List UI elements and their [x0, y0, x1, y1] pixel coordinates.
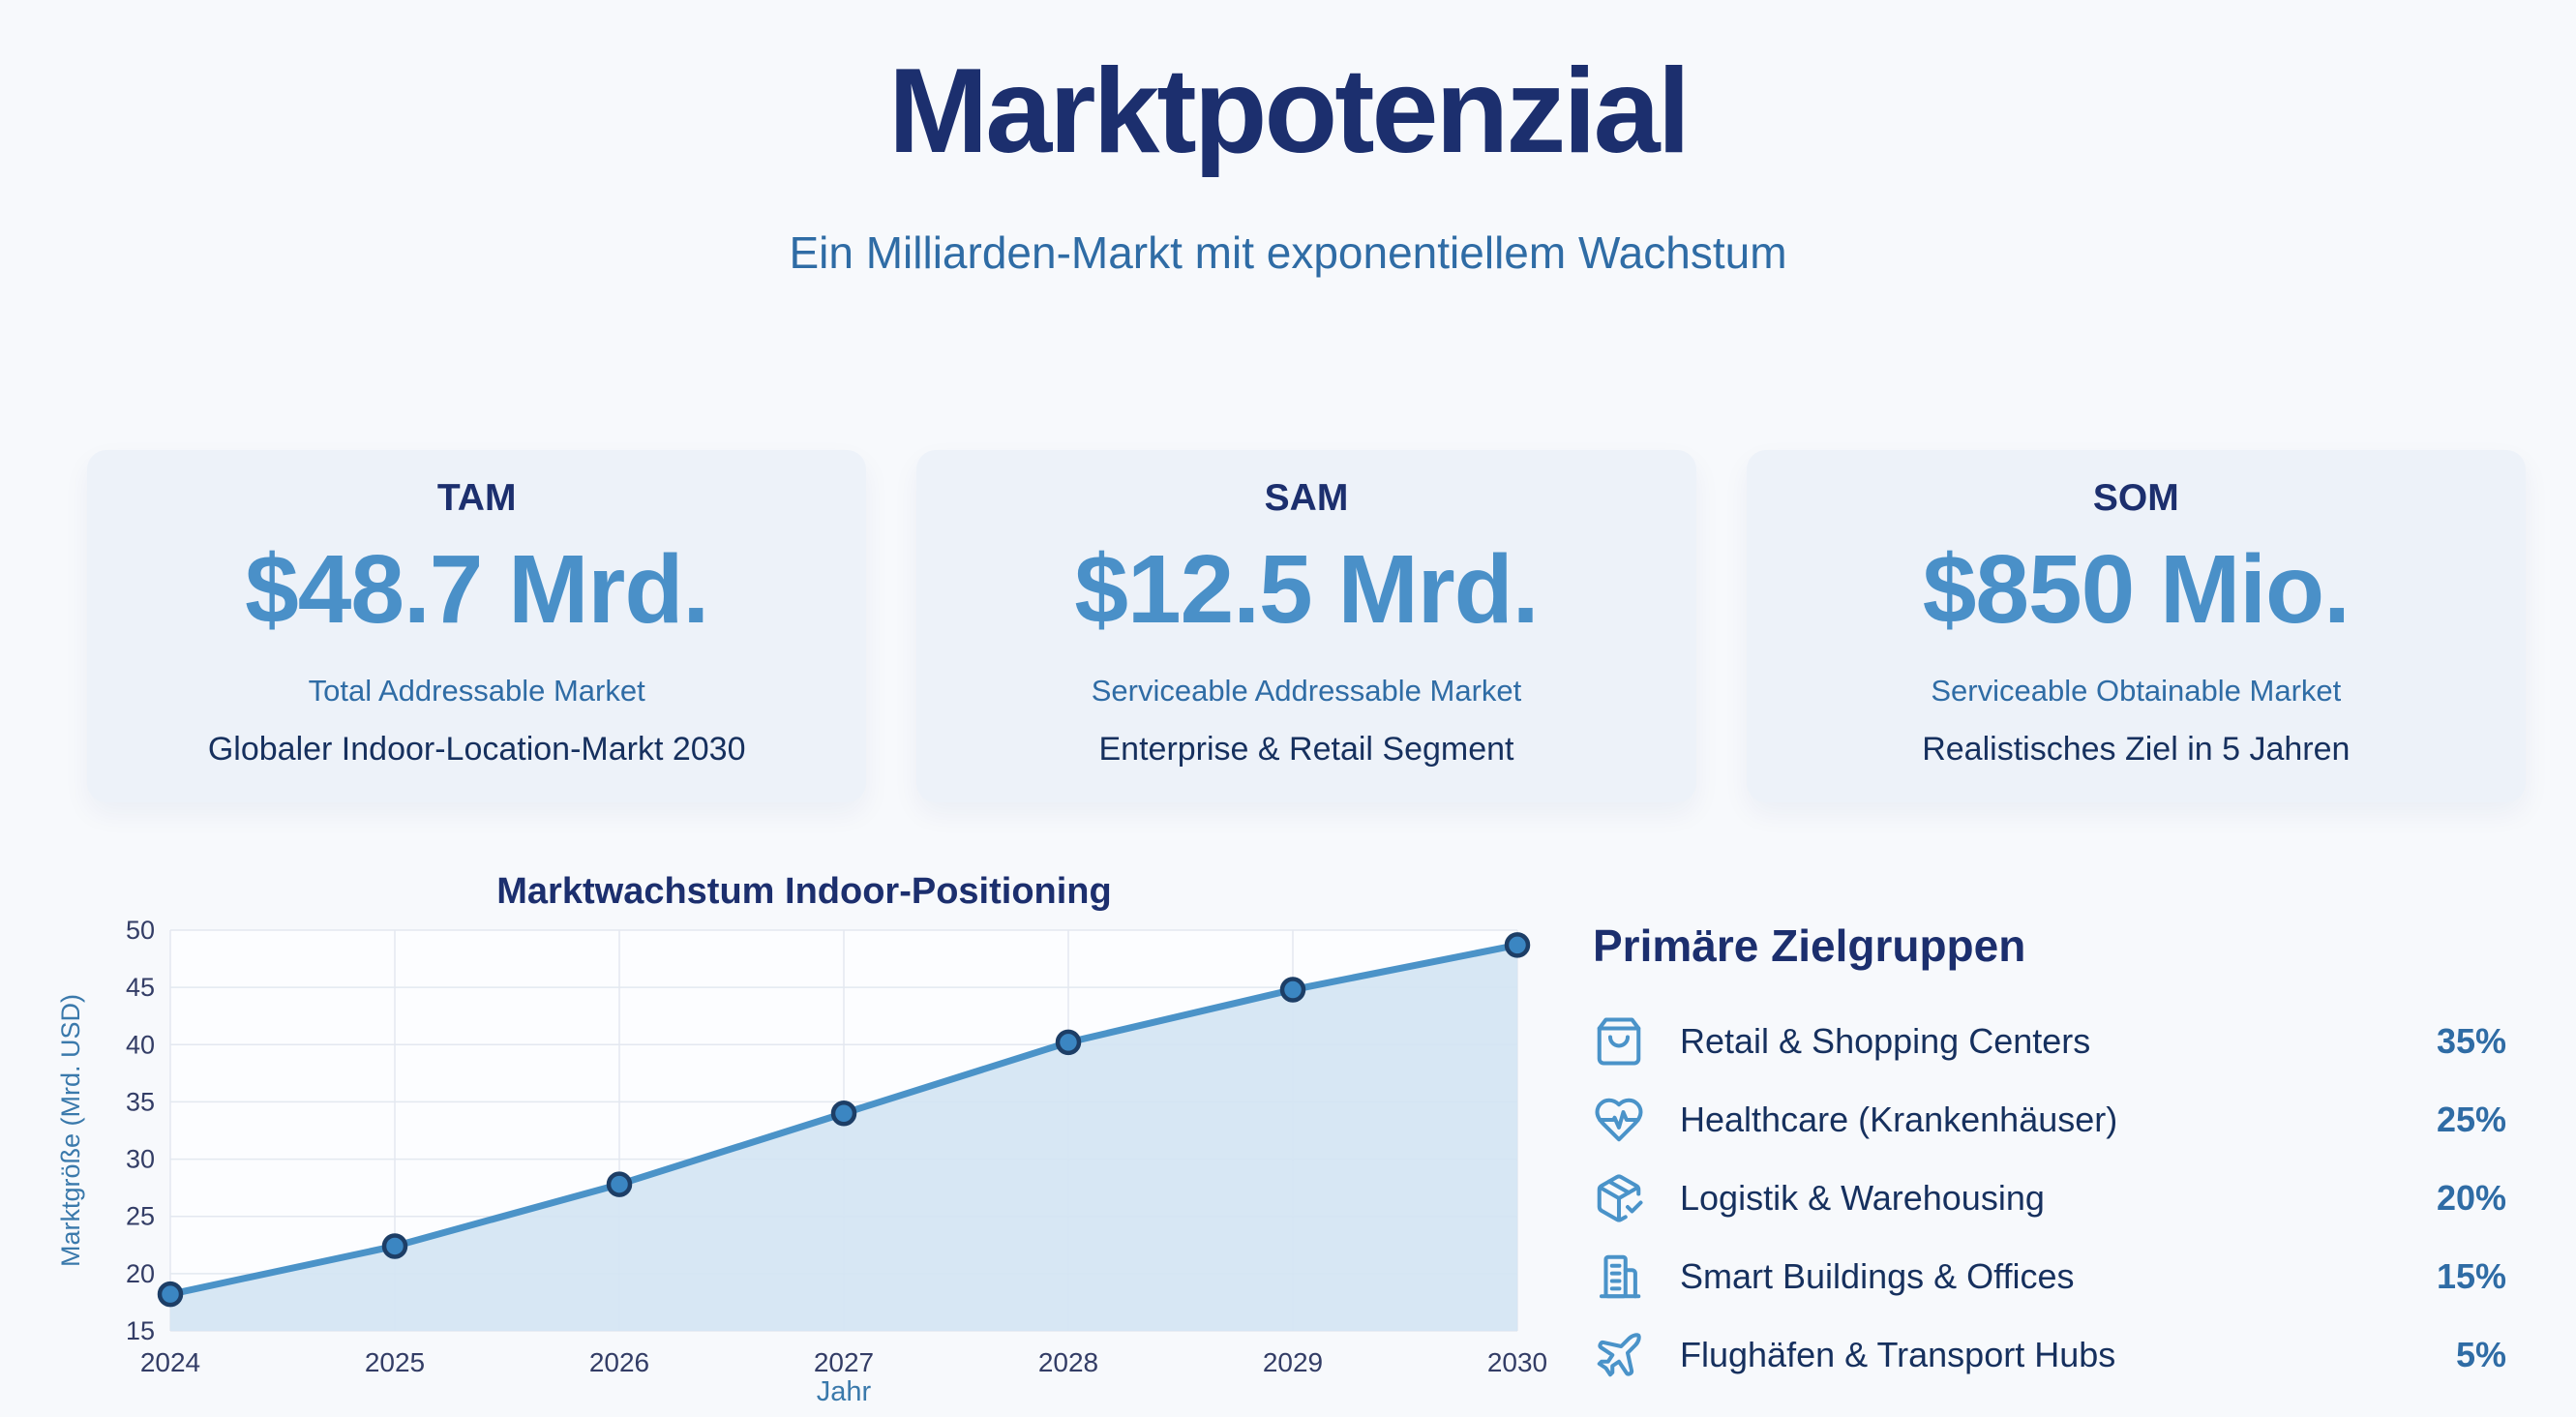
- target-group-label: Smart Buildings & Offices: [1680, 1255, 2075, 1296]
- data-point: [381, 1232, 408, 1259]
- card-description: Globaler Indoor-Location-Markt 2030: [207, 730, 746, 768]
- card-value: $12.5 Mrd.: [1074, 534, 1539, 644]
- card-tam: TAM $48.7 Mrd. Total Addressable Market …: [87, 449, 867, 802]
- market-growth-chart-block: Marktwachstum Indoor-Positioning 15 20 25 3…: [54, 870, 1554, 1404]
- heart-pulse-icon: [1593, 1094, 1645, 1146]
- card-acronym: SOM: [2092, 476, 2179, 519]
- office-building-icon: [1593, 1251, 1645, 1303]
- card-sam: SAM $12.5 Mrd. Serviceable Addressable M…: [916, 449, 1696, 802]
- svg-text:2029: 2029: [1263, 1347, 1323, 1377]
- list-item: Logistik & Warehousing 20%: [1593, 1171, 2506, 1225]
- card-label: Total Addressable Market: [308, 673, 645, 708]
- list-item: Smart Buildings & Offices 15%: [1593, 1250, 2506, 1304]
- card-acronym: SAM: [1264, 476, 1349, 519]
- target-group-label: Logistik & Warehousing: [1680, 1177, 2045, 1218]
- svg-text:2028: 2028: [1038, 1347, 1098, 1377]
- svg-text:40: 40: [126, 1030, 155, 1059]
- svg-text:45: 45: [126, 973, 155, 1002]
- list-item: Flughäfen & Transport Hubs 5%: [1593, 1328, 2506, 1382]
- target-groups-panel: Primäre Zielgruppen Retail & Shopping Ce…: [1554, 870, 2576, 1406]
- data-points: [157, 931, 1531, 1308]
- svg-text:25: 25: [126, 1201, 155, 1230]
- data-point: [830, 1100, 857, 1127]
- data-point: [1055, 1029, 1082, 1055]
- data-point: [1504, 931, 1531, 958]
- data-point: [157, 1281, 184, 1308]
- target-group-label: Flughäfen & Transport Hubs: [1680, 1334, 2116, 1374]
- target-group-share: 20%: [2436, 1177, 2506, 1218]
- card-label: Serviceable Addressable Market: [1091, 673, 1522, 708]
- svg-text:2030: 2030: [1487, 1347, 1547, 1377]
- card-value: $850 Mio.: [1922, 534, 2351, 644]
- market-cards: TAM $48.7 Mrd. Total Addressable Market …: [87, 449, 2526, 802]
- target-group-label: Retail & Shopping Centers: [1680, 1020, 2091, 1061]
- target-group-share: 25%: [2436, 1099, 2506, 1139]
- card-description: Enterprise & Retail Segment: [1098, 730, 1514, 768]
- svg-text:2027: 2027: [814, 1347, 874, 1377]
- card-value: $48.7 Mrd.: [245, 534, 709, 644]
- card-som: SOM $850 Mio. Serviceable Obtainable Mar…: [1746, 449, 2526, 802]
- y-tick-labels: 15 20 25 30 35 40 45 50: [126, 920, 155, 1345]
- header: Marktpotenzial Ein Milliarden-Markt mit …: [0, 0, 2576, 278]
- svg-text:2026: 2026: [589, 1347, 649, 1377]
- page-subtitle: Ein Milliarden-Markt mit exponentiellem …: [789, 227, 1787, 279]
- card-acronym: TAM: [436, 476, 517, 519]
- svg-text:15: 15: [126, 1316, 155, 1345]
- svg-text:35: 35: [126, 1087, 155, 1116]
- chart-title: Marktwachstum Indoor-Positioning: [496, 870, 1112, 912]
- y-axis-label: Marktgröße (Mrd. USD): [56, 994, 85, 1267]
- airplane-icon: [1593, 1329, 1645, 1381]
- data-point: [606, 1171, 633, 1197]
- bottom-section: Marktwachstum Indoor-Positioning 15 20 25 3…: [0, 870, 2576, 1406]
- card-description: Realistisches Ziel in 5 Jahren: [1922, 730, 2351, 768]
- shopping-bag-icon: [1593, 1015, 1645, 1068]
- svg-text:20: 20: [126, 1259, 155, 1288]
- package-check-icon: [1593, 1172, 1645, 1224]
- list-item: Healthcare (Krankenhäuser) 25%: [1593, 1093, 2506, 1147]
- svg-text:2024: 2024: [140, 1347, 200, 1377]
- x-tick-labels: 2024 2025 2026 2027 2028 2029 2030: [140, 1347, 1547, 1377]
- target-group-share: 5%: [2455, 1334, 2506, 1374]
- target-group-share: 35%: [2436, 1020, 2506, 1061]
- target-groups-heading: Primäre Zielgruppen: [1593, 920, 2026, 971]
- x-axis-label: Jahr: [817, 1376, 872, 1404]
- target-group-label: Healthcare (Krankenhäuser): [1680, 1099, 2118, 1139]
- card-label: Serviceable Obtainable Market: [1931, 673, 2342, 708]
- series-area: [170, 945, 1517, 1331]
- svg-text:50: 50: [126, 920, 155, 945]
- data-point: [1279, 977, 1306, 1003]
- svg-text:2025: 2025: [365, 1347, 425, 1377]
- page-title: Marktpotenzial: [887, 45, 1691, 178]
- list-item: Retail & Shopping Centers 35%: [1593, 1014, 2506, 1069]
- svg-text:30: 30: [126, 1144, 155, 1173]
- target-group-share: 15%: [2436, 1255, 2506, 1296]
